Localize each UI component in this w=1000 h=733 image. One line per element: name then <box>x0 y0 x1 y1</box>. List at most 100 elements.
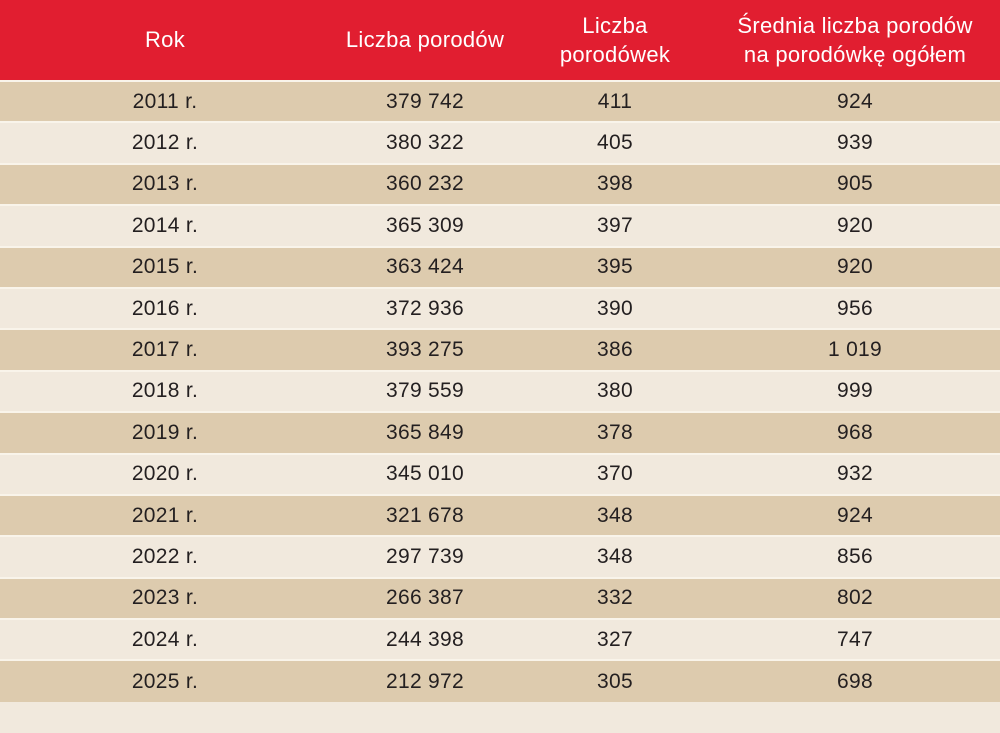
avg-per-ward-text: 924 <box>837 89 873 113</box>
avg-per-ward-cell: 698 <box>710 659 1000 702</box>
births-count-text: 379 559 <box>385 379 464 403</box>
table-row: 2014 r. 365 309 397 920 <box>0 204 1000 247</box>
year-cell: 2019 r. <box>0 411 330 454</box>
year-text: 2023 r. <box>131 586 199 610</box>
year-cell: 2022 r. <box>0 535 330 578</box>
table-row: 2024 r. 244 398 327 747 <box>0 618 1000 661</box>
avg-per-ward-text: 856 <box>837 544 873 568</box>
wards-count-cell: 398 <box>520 162 710 206</box>
births-count-cell: 321 678 <box>330 493 520 537</box>
year-cell: 2013 r. <box>0 162 330 206</box>
year-text: 2015 r. <box>131 255 199 279</box>
wards-count-cell: 348 <box>520 535 710 578</box>
avg-per-ward-cell: 956 <box>710 286 1000 330</box>
year-cell: 2017 r. <box>0 328 330 371</box>
header-label-avg: Średnia liczba porodów na porodówkę ogół… <box>737 12 973 67</box>
wards-count-cell: 327 <box>520 618 710 661</box>
avg-per-ward-cell: 1 019 <box>710 328 1000 371</box>
table-row: 2012 r. 380 322 405 939 <box>0 121 1000 164</box>
avg-per-ward-cell: 924 <box>710 493 1000 537</box>
births-count-cell: 212 972 <box>330 659 520 702</box>
year-text: 2012 r. <box>131 131 199 155</box>
header-row: Rok Liczba porodów Liczba porodówek Śred… <box>0 0 1000 81</box>
births-count-cell: 365 309 <box>330 204 520 247</box>
births-count-text: 266 387 <box>385 586 464 610</box>
births-count-text: 297 739 <box>385 544 464 568</box>
wards-count-cell: 332 <box>520 576 710 620</box>
births-count-cell: 372 936 <box>330 286 520 330</box>
table-row: 2015 r. 363 424 395 920 <box>0 245 1000 288</box>
year-text: 2020 r. <box>131 462 199 486</box>
wards-count-cell: 390 <box>520 286 710 330</box>
wards-count-text: 386 <box>597 338 633 362</box>
avg-per-ward-cell: 968 <box>710 411 1000 454</box>
table-body: 2011 r. 379 742 411 924 2012 r. 380 322 … <box>0 79 1000 702</box>
year-text: 2017 r. <box>131 338 199 362</box>
year-cell: 2021 r. <box>0 493 330 537</box>
births-count-text: 380 322 <box>385 131 464 155</box>
table-row: 2020 r. 345 010 370 932 <box>0 452 1000 495</box>
wards-count-text: 395 <box>597 255 633 279</box>
year-text: 2022 r. <box>131 544 199 568</box>
header-cell-avg: Średnia liczba porodów na porodówkę ogół… <box>710 0 1000 81</box>
wards-count-cell: 380 <box>520 369 710 413</box>
births-count-cell: 393 275 <box>330 328 520 371</box>
header-cell-births: Liczba porodów <box>330 0 520 81</box>
year-cell: 2018 r. <box>0 369 330 413</box>
year-cell: 2012 r. <box>0 121 330 164</box>
wards-count-cell: 405 <box>520 121 710 164</box>
births-count-cell: 365 849 <box>330 411 520 454</box>
avg-per-ward-cell: 920 <box>710 204 1000 247</box>
year-text: 2013 r. <box>131 172 199 196</box>
wards-count-text: 348 <box>597 503 633 527</box>
births-count-text: 372 936 <box>385 296 464 320</box>
wards-count-cell: 386 <box>520 328 710 371</box>
births-count-cell: 379 559 <box>330 369 520 413</box>
year-cell: 2011 r. <box>0 79 330 123</box>
avg-per-ward-text: 747 <box>837 627 873 651</box>
births-count-text: 244 398 <box>385 627 464 651</box>
table-row: 2023 r. 266 387 332 802 <box>0 576 1000 620</box>
header-label-births: Liczba porodów <box>345 27 505 53</box>
births-count-text: 363 424 <box>385 255 464 279</box>
year-text: 2016 r. <box>131 296 199 320</box>
year-cell: 2020 r. <box>0 452 330 495</box>
year-cell: 2016 r. <box>0 286 330 330</box>
births-count-cell: 379 742 <box>330 79 520 123</box>
avg-per-ward-text: 924 <box>837 503 873 527</box>
wards-count-cell: 395 <box>520 245 710 288</box>
births-count-text: 360 232 <box>385 172 464 196</box>
avg-per-ward-text: 905 <box>837 172 873 196</box>
year-text: 2014 r. <box>131 213 199 237</box>
year-text: 2018 r. <box>131 379 199 403</box>
avg-per-ward-text: 920 <box>837 213 873 237</box>
avg-per-ward-text: 698 <box>837 669 873 693</box>
wards-count-text: 332 <box>597 586 633 610</box>
table-row: 2018 r. 379 559 380 999 <box>0 369 1000 413</box>
wards-count-cell: 411 <box>520 79 710 123</box>
table-row: 2022 r. 297 739 348 856 <box>0 535 1000 578</box>
births-count-cell: 244 398 <box>330 618 520 661</box>
year-text: 2019 r. <box>131 420 199 444</box>
avg-per-ward-cell: 939 <box>710 121 1000 164</box>
year-cell: 2023 r. <box>0 576 330 620</box>
births-count-text: 345 010 <box>385 462 464 486</box>
wards-count-cell: 305 <box>520 659 710 702</box>
wards-count-text: 305 <box>597 669 633 693</box>
table-row: 2013 r. 360 232 398 905 <box>0 162 1000 206</box>
births-count-text: 365 309 <box>385 213 464 237</box>
births-count-cell: 360 232 <box>330 162 520 206</box>
year-cell: 2015 r. <box>0 245 330 288</box>
year-text: 2011 r. <box>132 89 198 113</box>
year-cell: 2024 r. <box>0 618 330 661</box>
wards-count-text: 327 <box>597 627 633 651</box>
birth-statistics-table-page: Rok Liczba porodów Liczba porodówek Śred… <box>0 0 1000 702</box>
births-count-cell: 266 387 <box>330 576 520 620</box>
wards-count-text: 405 <box>597 131 633 155</box>
avg-per-ward-cell: 999 <box>710 369 1000 413</box>
header-cell-wards: Liczba porodówek <box>520 0 710 81</box>
table-row: 2021 r. 321 678 348 924 <box>0 493 1000 537</box>
avg-per-ward-text: 802 <box>837 586 873 610</box>
avg-per-ward-cell: 932 <box>710 452 1000 495</box>
births-count-cell: 297 739 <box>330 535 520 578</box>
